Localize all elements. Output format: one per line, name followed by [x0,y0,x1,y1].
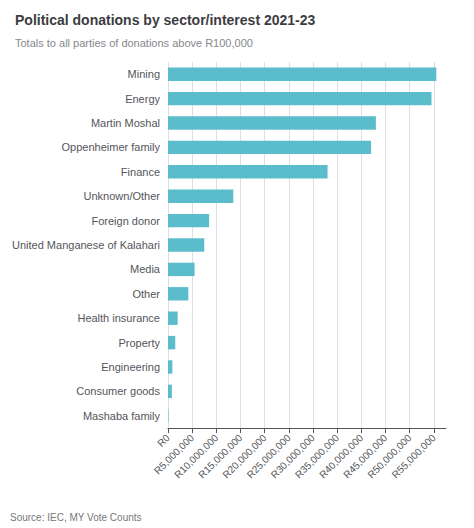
svg-text:R10,000,000: R10,000,000 [172,432,221,481]
svg-text:Media: Media [130,263,161,275]
svg-text:R30,000,000: R30,000,000 [268,432,317,481]
svg-text:Finance: Finance [121,166,160,178]
svg-text:Energy: Energy [125,93,160,105]
svg-text:R20,000,000: R20,000,000 [220,432,269,481]
svg-text:United Manganese of Kalahari: United Manganese of Kalahari [12,239,160,251]
svg-text:R15,000,000: R15,000,000 [196,432,245,481]
svg-text:R35,000,000: R35,000,000 [292,432,342,481]
svg-text:Other: Other [132,288,160,300]
svg-text:Oppenheimer family: Oppenheimer family [62,141,161,153]
svg-text:Unknown/Other: Unknown/Other [84,190,161,202]
svg-text:Political donations by sector/: Political donations by sector/interest 2… [15,12,316,28]
svg-text:Consumer goods: Consumer goods [76,385,160,397]
svg-text:Martin Moshal: Martin Moshal [91,117,160,129]
svg-text:R55,000,000: R55,000,000 [390,432,439,481]
svg-text:Mashaba family: Mashaba family [83,410,161,422]
svg-text:Property: Property [118,337,160,349]
svg-text:R40,000,000: R40,000,000 [317,432,366,481]
svg-text:R45,000,000: R45,000,000 [341,432,390,481]
svg-text:Engineering: Engineering [101,361,160,373]
svg-text:Source: IEC, MY Vote Counts: Source: IEC, MY Vote Counts [10,512,142,523]
svg-text:R50,000,000: R50,000,000 [365,432,414,481]
svg-text:R25,000,000: R25,000,000 [244,432,293,481]
svg-text:R0: R0 [155,432,172,449]
svg-text:R5,000,000: R5,000,000 [151,432,197,477]
svg-text:Health insurance: Health insurance [77,312,160,324]
svg-text:Foreign donor: Foreign donor [92,215,161,227]
svg-text:Mining: Mining [128,68,160,80]
svg-text:Totals to all parties of donat: Totals to all parties of donations above… [15,37,253,49]
